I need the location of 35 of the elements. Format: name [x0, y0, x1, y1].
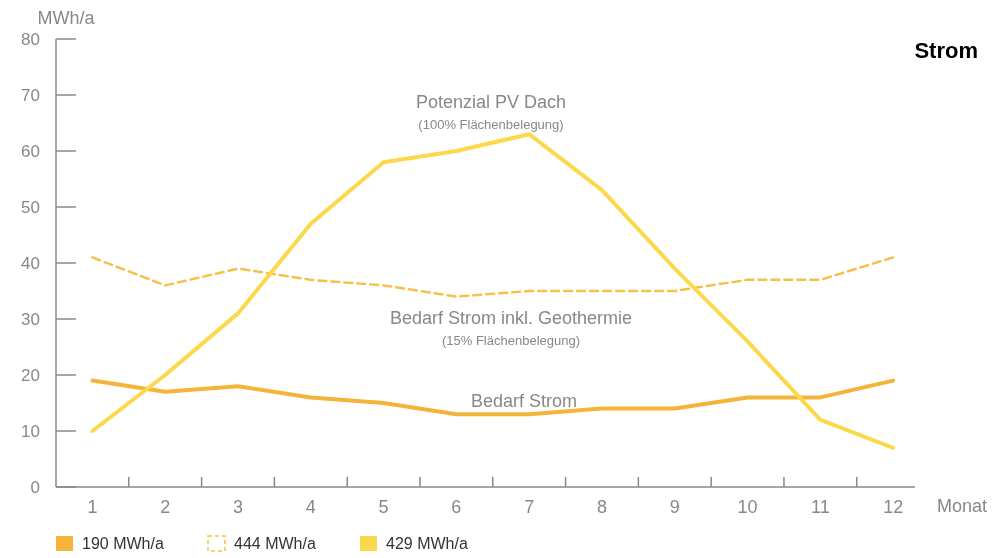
- y-tick-label: 80: [21, 30, 40, 49]
- x-tick-label: 7: [524, 497, 535, 517]
- y-tick-label: 20: [21, 366, 40, 385]
- y-tick-label: 40: [21, 254, 40, 273]
- annotation: Potenzial PV Dach: [415, 92, 567, 112]
- legend-label: 429 MWh/a: [386, 535, 468, 552]
- line-series: [90, 378, 896, 417]
- y-tick-label: 0: [30, 478, 40, 497]
- annotation: (100% Flächenbelegung): [418, 117, 564, 132]
- y-tick-label: 10: [21, 422, 40, 441]
- y-tick-label: 70: [21, 86, 40, 105]
- x-tick-label: 12: [883, 497, 904, 517]
- y-axis-title: MWh/a: [37, 8, 96, 28]
- y-tick-label: 50: [21, 198, 40, 217]
- x-tick-label: 5: [378, 497, 389, 517]
- x-tick-label: 10: [737, 497, 758, 517]
- x-axis-title: Monat: [936, 496, 988, 516]
- annotation: Bedarf Strom inkl. Geothermie: [389, 308, 633, 328]
- annotation: Bedarf Strom: [470, 391, 578, 411]
- line-series: [90, 132, 896, 450]
- x-tick-label: 6: [451, 497, 462, 517]
- annotation: (15% Flächenbelegung): [441, 333, 581, 348]
- x-tick-label: 9: [669, 497, 680, 517]
- y-tick-label: 60: [21, 142, 40, 161]
- x-tick-label: 8: [596, 497, 607, 517]
- y-tick-label: 30: [21, 310, 40, 329]
- line-series: [91, 256, 895, 298]
- chart-title: Strom: [914, 38, 978, 63]
- x-tick-label: 3: [232, 497, 243, 517]
- x-tick-label: 1: [87, 497, 98, 517]
- x-tick-label: 11: [811, 497, 830, 517]
- legend-label: 444 MWh/a: [234, 535, 316, 552]
- x-tick-label: 4: [305, 497, 316, 517]
- x-tick-label: 2: [160, 497, 171, 517]
- legend-label: 190 MWh/a: [82, 535, 164, 552]
